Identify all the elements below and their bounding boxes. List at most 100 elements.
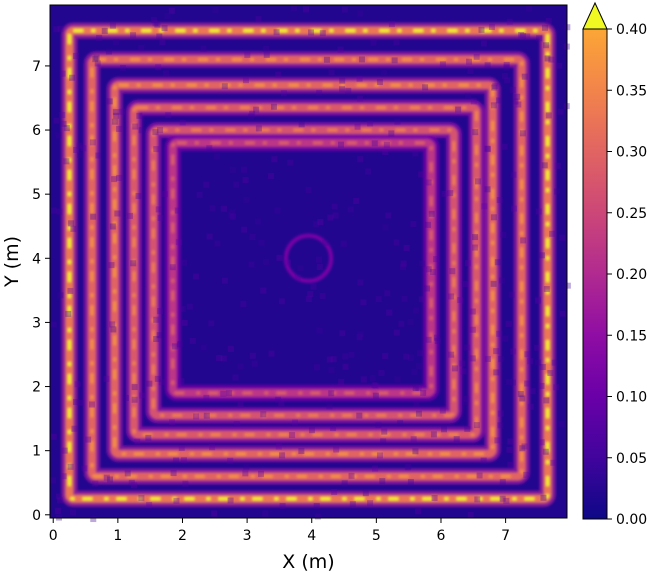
colorbar-tick-label: 0.30 <box>616 145 647 161</box>
speckle-cell <box>310 283 317 290</box>
speckle-cell <box>425 179 432 186</box>
speckle-cell <box>110 326 117 333</box>
speckle-cell <box>490 214 497 221</box>
speckle-cell <box>467 68 474 75</box>
heatmap-plot-area <box>49 4 571 523</box>
speckle-cell <box>209 444 216 451</box>
speckle-cell <box>506 18 513 25</box>
speckle-cell <box>376 452 383 459</box>
speckle-cell <box>504 77 511 84</box>
speckle-cell <box>386 309 393 316</box>
speckle-cell <box>182 480 189 487</box>
speckle-cell <box>448 293 455 300</box>
speckle-cell <box>494 259 501 266</box>
speckle-cell <box>429 269 436 276</box>
speckle-cell <box>94 60 101 67</box>
speckle-cell <box>490 280 497 287</box>
speckle-cell <box>63 158 70 165</box>
speckle-cell <box>146 380 153 387</box>
speckle-cell <box>249 234 256 241</box>
speckle-cell <box>484 355 491 362</box>
speckle-cell <box>65 310 72 317</box>
speckle-cell <box>90 516 97 523</box>
speckle-cell <box>298 447 305 454</box>
speckle-cell <box>276 254 283 261</box>
speckle-cell <box>233 420 240 427</box>
speckle-cell <box>524 380 531 387</box>
speckle-cell <box>380 438 387 445</box>
speckle-cell <box>501 143 508 150</box>
speckle-cell <box>131 384 138 391</box>
speckle-cell <box>464 260 471 267</box>
speckle-cell <box>347 206 354 213</box>
speckle-cell <box>243 196 250 203</box>
speckle-cell <box>242 470 249 477</box>
speckle-cell <box>134 438 141 445</box>
speckle-cell <box>279 503 286 510</box>
speckle-cell <box>491 84 498 91</box>
speckle-cell <box>407 479 414 486</box>
colorbar-tick-label: 0.10 <box>616 390 647 406</box>
speckle-cell <box>228 212 235 219</box>
speckle-cell <box>354 123 361 130</box>
speckle-cell <box>507 438 514 445</box>
speckle-cell <box>538 382 545 389</box>
colorbar-tick-label: 0.15 <box>616 328 647 344</box>
speckle-cell <box>412 150 419 157</box>
speckle-cell <box>497 422 504 429</box>
colorbar-gradient <box>582 28 608 520</box>
speckle-cell <box>543 397 550 404</box>
speckle-cell <box>413 400 420 407</box>
speckle-cell <box>248 261 255 268</box>
speckle-cell <box>484 62 491 69</box>
speckle-cell <box>50 321 57 328</box>
speckle-cell <box>448 351 455 358</box>
speckle-cell <box>542 448 549 455</box>
speckle-cell <box>50 433 57 440</box>
speckle-cell <box>178 378 185 385</box>
speckle-cell <box>447 190 454 197</box>
speckle-cell <box>459 360 466 367</box>
speckle-cell <box>214 240 221 247</box>
speckle-cell <box>523 471 530 478</box>
speckle-cell <box>536 35 543 42</box>
speckle-cell <box>505 320 512 327</box>
speckle-cell <box>226 390 233 397</box>
colorbar-tick-label: 0.35 <box>616 83 647 99</box>
speckle-cell <box>529 388 536 395</box>
speckle-cell <box>407 354 414 361</box>
speckle-cell <box>367 120 374 127</box>
speckle-cell <box>369 375 376 382</box>
speckle-cell <box>314 513 321 520</box>
speckle-cell <box>77 399 84 406</box>
speckle-cell <box>496 330 503 337</box>
speckle-cell <box>556 109 563 116</box>
speckle-cell <box>417 350 424 357</box>
speckle-cell <box>328 69 335 76</box>
speckle-cell <box>541 162 548 169</box>
speckle-cell <box>101 27 108 34</box>
speckle-cell <box>397 420 404 427</box>
speckle-cell <box>499 479 506 486</box>
speckle-cell <box>510 171 517 178</box>
speckle-cell <box>313 221 320 228</box>
colorbar: 0.00 0.05 0.10 0.15 0.20 0.25 0.30 0.35 0.40 <box>582 1 647 528</box>
speckle-cell <box>424 285 431 292</box>
speckle-cell <box>174 207 181 214</box>
speckle-cell <box>381 428 388 435</box>
speckle-cell <box>515 101 522 108</box>
speckle-cell <box>476 472 483 479</box>
speckle-cell <box>96 35 103 42</box>
speckle-cell <box>371 140 378 147</box>
speckle-cell <box>462 280 469 287</box>
x-tick-label: 7 <box>501 528 510 544</box>
speckle-cell <box>484 145 491 152</box>
speckle-cell <box>492 83 499 90</box>
x-tick-label: 5 <box>372 528 381 544</box>
speckle-cell <box>519 130 526 137</box>
speckle-cell <box>508 291 515 298</box>
speckle-cell <box>280 90 287 97</box>
speckle-cell <box>220 390 227 397</box>
speckle-cell <box>289 432 296 439</box>
speckle-cell <box>484 186 491 193</box>
